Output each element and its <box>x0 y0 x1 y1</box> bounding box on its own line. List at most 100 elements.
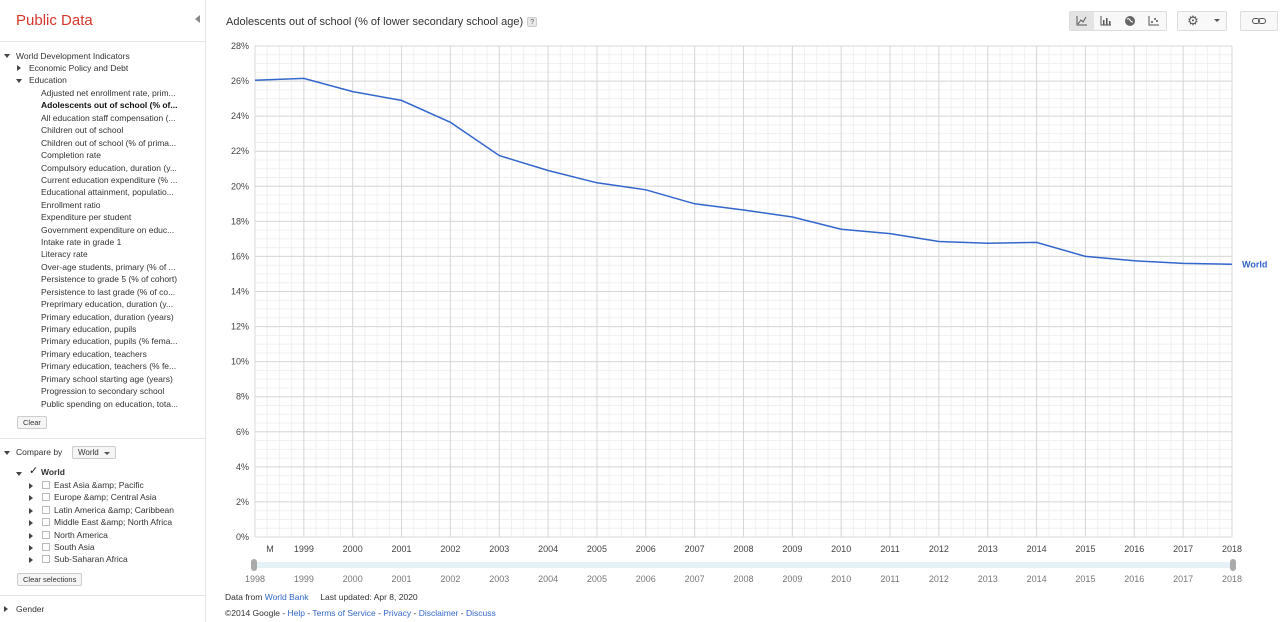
x-tick-label: 2005 <box>587 544 607 554</box>
chart-title-text: Adolescents out of school (% of lower se… <box>226 16 524 28</box>
timeline-start-handle[interactable] <box>251 559 257 571</box>
compare-by-label: Compare by <box>16 447 63 457</box>
data-point[interactable] <box>300 74 308 82</box>
timeline-label: 2016 <box>1124 574 1144 584</box>
region-label[interactable]: East Asia &amp; Pacific <box>54 480 144 490</box>
data-point[interactable] <box>1033 238 1041 246</box>
data-point[interactable] <box>837 225 845 233</box>
help-link[interactable]: Help <box>287 608 305 618</box>
expand-category-icon[interactable] <box>17 65 21 71</box>
help-icon[interactable]: ? <box>527 17 538 28</box>
line-chart-icon[interactable] <box>1070 12 1094 30</box>
collapse-sidebar-icon[interactable] <box>195 15 200 23</box>
data-point[interactable] <box>740 206 748 214</box>
region-label[interactable]: Latin America &amp; Caribbean <box>54 504 175 515</box>
data-point[interactable] <box>398 96 406 104</box>
timeline-label: 2008 <box>733 574 753 584</box>
timeline-label: 1999 <box>294 574 314 584</box>
x-tick-label: 2007 <box>685 544 705 554</box>
region-label[interactable]: Middle East &amp; North Africa <box>54 517 173 528</box>
chart-title: Adolescents out of school (% of lower se… <box>226 16 538 28</box>
timeline-label: 2017 <box>1173 574 1193 584</box>
data-point[interactable] <box>1081 252 1089 260</box>
collapse-compare-icon[interactable] <box>4 451 10 455</box>
category-economic-policy[interactable]: Economic Policy and Debt <box>29 63 129 73</box>
source-link[interactable]: World Bank <box>264 592 309 602</box>
y-tick-label: 10% <box>231 357 249 367</box>
privacy-link[interactable]: Privacy <box>383 608 412 618</box>
data-point[interactable] <box>935 238 943 246</box>
series-label[interactable]: World <box>1242 259 1267 269</box>
region-checkbox[interactable] <box>42 543 50 551</box>
region-checkbox[interactable] <box>42 481 50 489</box>
discuss-link[interactable]: Discuss <box>465 608 496 618</box>
data-from-label: Data from <box>225 592 263 602</box>
expand-region-icon[interactable] <box>29 545 33 551</box>
collapse-category-icon[interactable] <box>16 79 22 83</box>
y-tick-label: 12% <box>231 322 249 332</box>
expand-region-icon[interactable] <box>29 495 33 502</box>
settings-menu-button[interactable]: ⚙ <box>1177 11 1227 31</box>
expand-region-icon[interactable] <box>29 483 33 489</box>
data-point[interactable] <box>495 152 503 160</box>
category-education[interactable]: Education <box>29 75 67 85</box>
data-point[interactable] <box>788 213 796 221</box>
data-point[interactable] <box>1130 257 1138 265</box>
link-button[interactable] <box>1240 11 1278 31</box>
region-world[interactable]: World <box>41 467 65 477</box>
x-tick-label: 2000 <box>343 544 363 554</box>
data-point[interactable] <box>886 230 894 238</box>
data-point[interactable] <box>691 200 699 208</box>
data-point[interactable] <box>593 179 601 187</box>
data-point[interactable] <box>349 88 357 96</box>
expand-region-icon[interactable] <box>29 520 33 527</box>
terms-link[interactable]: Terms of Service <box>312 608 376 618</box>
x-tick-label: 2014 <box>1027 544 1047 554</box>
region-label[interactable]: Europe &amp; Central Asia <box>54 492 157 503</box>
expand-region-icon[interactable] <box>29 557 33 564</box>
region-checkbox[interactable] <box>42 555 50 564</box>
y-tick-label: 24% <box>231 111 249 121</box>
dataset-label[interactable]: World Development Indicators <box>16 51 130 61</box>
region-checkbox[interactable] <box>42 530 50 539</box>
timeline-end-handle[interactable] <box>1230 559 1236 571</box>
data-point[interactable] <box>642 186 650 194</box>
chevron-down-icon <box>1208 12 1226 30</box>
footer-links: ©2014 Google - Help - Terms of Service -… <box>225 608 496 618</box>
region-label[interactable]: North America <box>54 529 108 540</box>
x-tick-label: 2012 <box>929 544 949 554</box>
gear-icon[interactable]: ⚙ <box>1187 13 1199 28</box>
x-tick-label: 2004 <box>538 544 558 554</box>
timeline-track[interactable] <box>255 562 1232 568</box>
disclaimer-link[interactable]: Disclaimer <box>418 608 459 618</box>
region-label[interactable]: Sub-Saharan Africa <box>54 554 128 565</box>
link-icon[interactable] <box>1241 12 1277 30</box>
bar-chart-icon[interactable] <box>1094 12 1118 30</box>
compare-by-dropdown[interactable]: World <box>72 446 116 459</box>
data-point[interactable] <box>984 239 992 247</box>
data-point[interactable] <box>251 76 259 84</box>
timeline-label: 2007 <box>685 574 705 584</box>
region-checkbox[interactable] <box>42 493 50 502</box>
collapse-regions-icon[interactable] <box>16 472 22 476</box>
clear-selections-button[interactable]: Clear selections <box>17 573 83 586</box>
data-point[interactable] <box>1228 260 1236 268</box>
timeline-label: 2013 <box>978 574 998 584</box>
expand-region-icon[interactable] <box>29 532 33 539</box>
x-tick-label: 2011 <box>880 544 899 554</box>
globe-map-icon[interactable] <box>1118 12 1142 30</box>
region-checkbox[interactable] <box>42 518 50 527</box>
series-line[interactable] <box>254 77 1233 266</box>
gender-label[interactable]: Gender <box>16 604 45 614</box>
expand-gender-icon[interactable] <box>4 606 8 612</box>
clear-button[interactable]: Clear <box>17 416 47 429</box>
scatter-chart-icon[interactable] <box>1142 12 1166 30</box>
region-label[interactable]: South Asia <box>54 542 95 552</box>
data-point[interactable] <box>544 167 552 175</box>
region-checkbox[interactable] <box>42 505 50 514</box>
expand-dataset-icon[interactable] <box>4 54 10 58</box>
world-check-icon[interactable]: ✓ <box>29 465 39 477</box>
data-point[interactable] <box>1179 259 1187 267</box>
data-point[interactable] <box>446 118 454 126</box>
expand-region-icon[interactable] <box>29 507 33 514</box>
